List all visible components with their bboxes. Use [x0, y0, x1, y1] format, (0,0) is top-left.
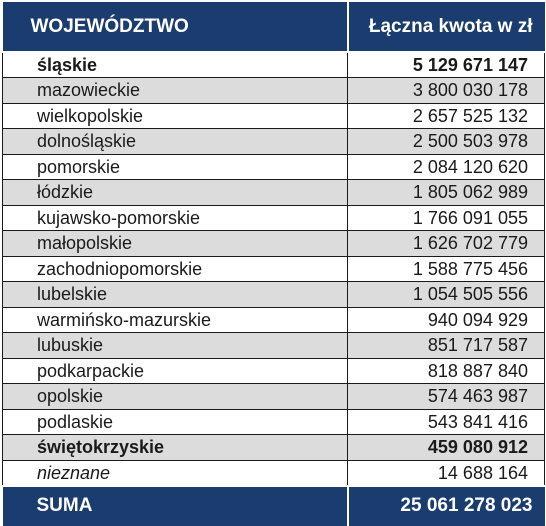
table-row: świętokrzyskie 459 080 912	[2, 434, 545, 461]
table-row: łódzkie 1 805 062 989	[2, 179, 545, 206]
region-name: podkarpackie	[2, 357, 348, 384]
region-amount: 818 887 840	[347, 357, 545, 384]
region-name: dolnośląskie	[2, 128, 348, 155]
table-row: mazowieckie 3 800 030 178	[2, 77, 545, 104]
table-row: dolnośląskie 2 500 503 978	[2, 128, 545, 155]
region-name: wielkopolskie	[2, 102, 348, 129]
table-row: lubelskie 1 054 505 556	[2, 281, 545, 308]
region-amount: 2 657 525 132	[347, 102, 545, 129]
region-name: małopolskie	[2, 230, 348, 257]
region-amount: 3 800 030 178	[347, 77, 545, 104]
region-amount: 1 588 775 456	[347, 255, 545, 282]
header-row: WOJEWÓDZTWO Łączna kwota w zł	[2, 2, 545, 53]
region-amount: 940 094 929	[347, 306, 545, 333]
total-label: SUMA	[2, 484, 349, 526]
region-amount: 14 688 164	[347, 459, 545, 486]
total-row: SUMA 25 061 278 023	[2, 484, 545, 526]
region-amount: 543 841 416	[347, 408, 545, 435]
table-row: nieznane 14 688 164	[2, 459, 545, 486]
column-header-region: WOJEWÓDZTWO	[2, 2, 349, 53]
region-name: pomorskie	[2, 153, 348, 180]
region-name: śląskie	[2, 51, 348, 78]
region-amount: 1 805 062 989	[347, 179, 545, 206]
table-row: podkarpackie 818 887 840	[2, 357, 545, 384]
region-name: lubuskie	[2, 332, 348, 359]
table-row: małopolskie 1 626 702 779	[2, 230, 545, 257]
region-amount: 459 080 912	[347, 434, 545, 461]
column-header-amount: Łączna kwota w zł	[346, 2, 545, 53]
region-name: świętokrzyskie	[2, 434, 348, 461]
table-row: kujawsko-pomorskie 1 766 091 055	[2, 204, 545, 231]
table-row: śląskie 5 129 671 147	[2, 51, 545, 78]
region-amount: 1 626 702 779	[347, 230, 545, 257]
region-amount: 5 129 671 147	[347, 51, 545, 78]
region-name: łódzkie	[2, 179, 348, 206]
table-row: lubuskie 851 717 587	[2, 332, 545, 359]
region-amount: 574 463 987	[347, 383, 545, 410]
region-amount: 2 084 120 620	[347, 153, 545, 180]
region-amount: 1 054 505 556	[347, 281, 545, 308]
region-name: warmińsko-mazurskie	[2, 306, 348, 333]
region-amount: 851 717 587	[347, 332, 545, 359]
table-row: wielkopolskie 2 657 525 132	[2, 102, 545, 129]
region-name: podlaskie	[2, 408, 348, 435]
table-row: podlaskie 543 841 416	[2, 408, 545, 435]
table-row: opolskie 574 463 987	[2, 383, 545, 410]
table-row: warmińsko-mazurskie 940 094 929	[2, 306, 545, 333]
region-name: nieznane	[2, 459, 348, 486]
region-name: zachodniopomorskie	[2, 255, 348, 282]
region-amount: 1 766 091 055	[347, 204, 545, 231]
region-name: mazowieckie	[2, 77, 348, 104]
table-row: pomorskie 2 084 120 620	[2, 153, 545, 180]
region-name: opolskie	[2, 383, 348, 410]
total-amount: 25 061 278 023	[346, 484, 545, 526]
region-name: lubelskie	[2, 281, 348, 308]
region-amount: 2 500 503 978	[347, 128, 545, 155]
table-row: zachodniopomorskie 1 588 775 456	[2, 255, 545, 282]
region-name: kujawsko-pomorskie	[2, 204, 348, 231]
